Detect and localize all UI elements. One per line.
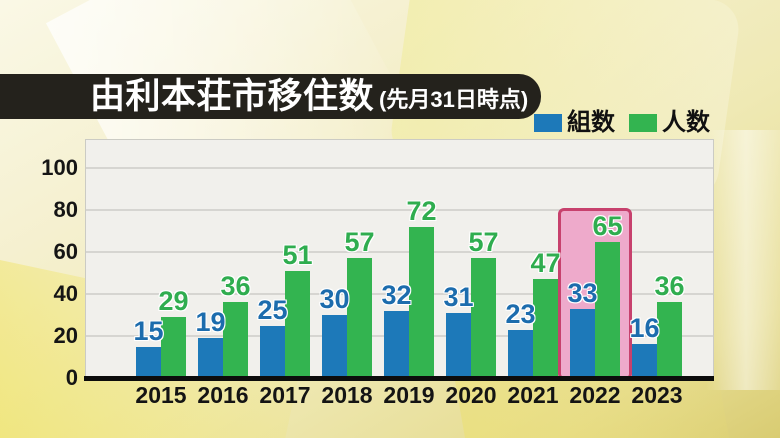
bar-組数-2020: [446, 312, 471, 378]
bar-label-組数-2020: 31: [443, 281, 474, 312]
x-tick-label-2017: 2017: [259, 382, 311, 408]
bar-label-人数-2021: 47: [530, 248, 561, 279]
bar-label-組数-2021: 23: [505, 298, 536, 329]
legend-swatch-green: [629, 114, 657, 132]
legend-swatch-blue: [534, 114, 562, 132]
bar-組数-2022: [570, 308, 595, 378]
bar-人数-2020: [471, 258, 496, 378]
chart-legend: 組数 人数: [534, 111, 710, 135]
bar-label-人数-2018: 57: [344, 227, 375, 258]
x-tick-label-2018: 2018: [321, 382, 373, 408]
bar-人数-2017: [285, 270, 310, 378]
x-axis-line: [84, 376, 714, 381]
x-tick-label-2020: 2020: [445, 382, 497, 408]
bar-組数-2019: [384, 310, 409, 378]
y-tick-label-20: 20: [53, 323, 78, 348]
bar-組数-2018: [322, 315, 347, 378]
legend-label-groups: 組数: [567, 109, 615, 136]
bar-label-人数-2023: 36: [654, 271, 685, 302]
bar-label-組数-2015: 15: [133, 315, 164, 346]
y-tick-label-0: 0: [65, 365, 78, 390]
page-title: 由利本荘市移住数: [90, 77, 375, 116]
bar-label-組数-2019: 32: [381, 279, 412, 310]
bar-組数-2021: [508, 329, 533, 378]
x-tick-label-2021: 2021: [507, 382, 559, 408]
gridline-40: [86, 293, 713, 295]
plot-area: 0 20 40 60 80 100 15 29 2015 19 36 2016 25 51 2017 30 57…: [41, 139, 714, 407]
x-tick-label-2019: 2019: [383, 382, 435, 408]
bar-組数-2023: [632, 344, 657, 378]
bar-label-組数-2022: 33: [567, 277, 598, 308]
bar-label-組数-2018: 30: [319, 284, 350, 314]
y-tick-label-80: 80: [53, 197, 78, 222]
bar-label-人数-2017: 51: [282, 239, 313, 270]
legend-item-groups: 組数: [534, 111, 615, 135]
y-tick-label-100: 100: [41, 155, 78, 180]
page-subtitle: (先月31日時点): [379, 86, 529, 112]
bar-人数-2018: [347, 258, 372, 378]
bar-label-組数-2016: 19: [195, 307, 226, 338]
x-tick-label-2022: 2022: [569, 382, 621, 408]
x-tick-label-2023: 2023: [631, 382, 683, 408]
bar-label-組数-2017: 25: [257, 294, 288, 325]
legend-item-people: 人数: [629, 111, 710, 135]
bar-組数-2016: [198, 338, 223, 378]
x-tick-label-2016: 2016: [197, 382, 249, 408]
bar-人数-2022: [595, 241, 620, 378]
bar-人数-2021: [533, 279, 558, 378]
legend-label-people: 人数: [662, 109, 710, 136]
background-facet: [706, 130, 780, 390]
bar-label-人数-2020: 57: [468, 227, 499, 258]
title-banner: 由利本荘市移住数 (先月31日時点): [0, 74, 541, 119]
bar-組数-2015: [136, 346, 161, 378]
bar-組数-2017: [260, 325, 285, 378]
y-tick-label-60: 60: [53, 239, 78, 264]
gridline-100: [86, 167, 713, 169]
bar-label-組数-2023: 16: [629, 313, 660, 344]
bar-label-人数-2019: 72: [406, 195, 437, 226]
x-tick-label-2015: 2015: [135, 382, 187, 408]
y-tick-label-40: 40: [53, 281, 78, 306]
bar-label-人数-2022: 65: [592, 210, 623, 241]
